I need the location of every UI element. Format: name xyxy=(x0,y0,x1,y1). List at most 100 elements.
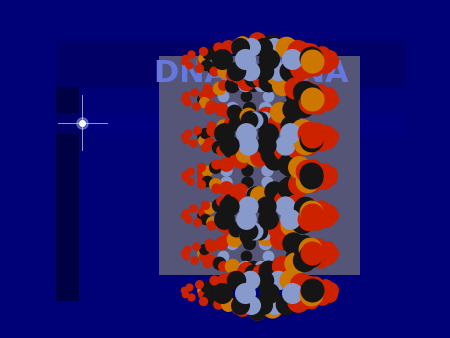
Point xyxy=(289,147,297,153)
Point xyxy=(207,103,215,108)
Point xyxy=(296,165,303,170)
Point xyxy=(306,144,313,149)
Point xyxy=(264,267,271,272)
Point xyxy=(217,199,225,204)
Point xyxy=(303,86,310,91)
Point xyxy=(220,82,227,88)
Point xyxy=(242,56,249,62)
Point xyxy=(184,216,192,221)
Point xyxy=(326,134,333,139)
Point xyxy=(270,158,278,163)
Point xyxy=(253,308,261,314)
Point xyxy=(188,52,195,57)
Point xyxy=(198,212,206,218)
Point xyxy=(184,130,192,136)
Point xyxy=(309,182,316,187)
Point xyxy=(240,195,248,201)
Point xyxy=(234,274,241,280)
Point xyxy=(254,192,261,197)
Point xyxy=(302,141,309,146)
Point xyxy=(297,277,304,283)
Point xyxy=(274,277,282,283)
Point xyxy=(265,233,272,238)
Point xyxy=(241,265,248,271)
Point xyxy=(204,52,211,57)
Point xyxy=(212,161,220,167)
Point xyxy=(185,284,193,290)
Point xyxy=(219,223,226,228)
Point xyxy=(232,120,239,125)
Point xyxy=(225,142,233,148)
Point xyxy=(242,253,249,258)
Point xyxy=(251,154,258,160)
Point xyxy=(273,72,280,77)
Point xyxy=(199,291,207,296)
Point xyxy=(286,130,293,136)
Point xyxy=(270,195,278,201)
Point xyxy=(318,141,325,146)
Point xyxy=(326,171,333,177)
Point xyxy=(194,127,201,132)
Point xyxy=(298,219,306,225)
Point xyxy=(253,38,261,43)
Point xyxy=(301,106,308,112)
Point xyxy=(180,212,188,218)
Point xyxy=(264,79,271,84)
Point xyxy=(212,298,220,304)
Point xyxy=(232,69,239,74)
Point xyxy=(270,151,278,156)
Point xyxy=(181,171,188,177)
Point xyxy=(294,161,302,167)
Point xyxy=(287,264,294,269)
Point xyxy=(289,106,297,112)
Point xyxy=(225,120,232,125)
Point xyxy=(326,175,333,180)
Point xyxy=(253,308,261,314)
Point xyxy=(280,199,288,204)
Point xyxy=(325,291,333,296)
Point xyxy=(261,105,269,111)
Point xyxy=(297,281,304,286)
Point xyxy=(199,171,206,177)
Point xyxy=(321,62,328,67)
Point xyxy=(210,69,217,74)
Point xyxy=(253,38,261,43)
Point xyxy=(249,271,256,276)
Point xyxy=(324,254,331,259)
Point xyxy=(262,230,269,235)
Point xyxy=(224,301,231,307)
Point xyxy=(228,82,235,88)
Point xyxy=(206,257,213,262)
Point xyxy=(313,219,320,225)
Point xyxy=(200,137,207,143)
Point xyxy=(256,154,263,160)
Point xyxy=(264,179,271,185)
Point xyxy=(181,288,188,293)
Point xyxy=(220,216,228,221)
Point xyxy=(281,142,288,148)
Point xyxy=(273,274,280,280)
Point xyxy=(253,38,261,43)
Point xyxy=(249,75,256,81)
Point xyxy=(299,223,306,228)
Point xyxy=(253,308,261,314)
Point xyxy=(251,192,258,197)
Point xyxy=(319,52,326,57)
Point xyxy=(253,308,261,314)
Point xyxy=(265,113,272,119)
Point xyxy=(268,79,275,84)
Point xyxy=(210,281,217,286)
Point xyxy=(192,103,199,108)
Point xyxy=(222,185,230,190)
Point xyxy=(185,62,193,67)
Point xyxy=(266,151,274,156)
Point xyxy=(306,247,313,252)
Point xyxy=(318,206,325,211)
Point xyxy=(307,209,314,214)
Point xyxy=(180,134,188,139)
Point xyxy=(219,253,226,258)
Point xyxy=(236,195,243,201)
Point xyxy=(241,81,248,86)
Point xyxy=(269,41,276,47)
Point xyxy=(316,257,323,262)
